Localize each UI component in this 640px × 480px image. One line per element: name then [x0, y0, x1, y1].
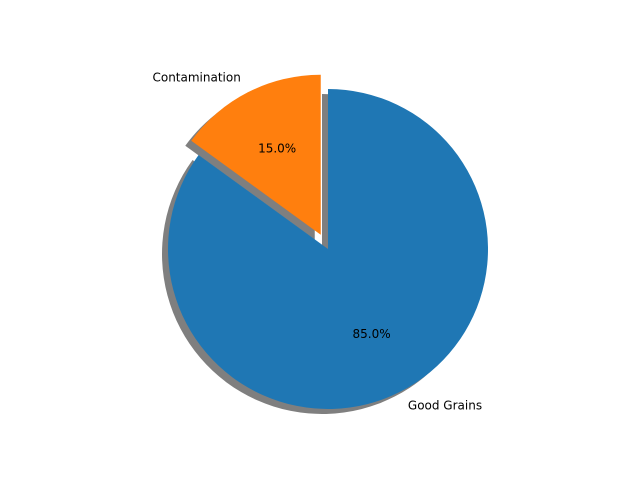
slice-percent-good-grains: 85.0%	[353, 327, 391, 341]
slice-percent-contamination: 15.0%	[258, 142, 296, 156]
pie-slice-layer	[168, 74, 489, 409]
slice-good-grains	[168, 89, 489, 409]
pie-label-layer: Contamination 15.0% Good Grains 85.0%	[152, 70, 482, 412]
slice-label-good-grains: Good Grains	[408, 398, 482, 412]
slice-contamination	[191, 74, 321, 235]
slice-label-contamination: Contamination	[152, 70, 240, 84]
